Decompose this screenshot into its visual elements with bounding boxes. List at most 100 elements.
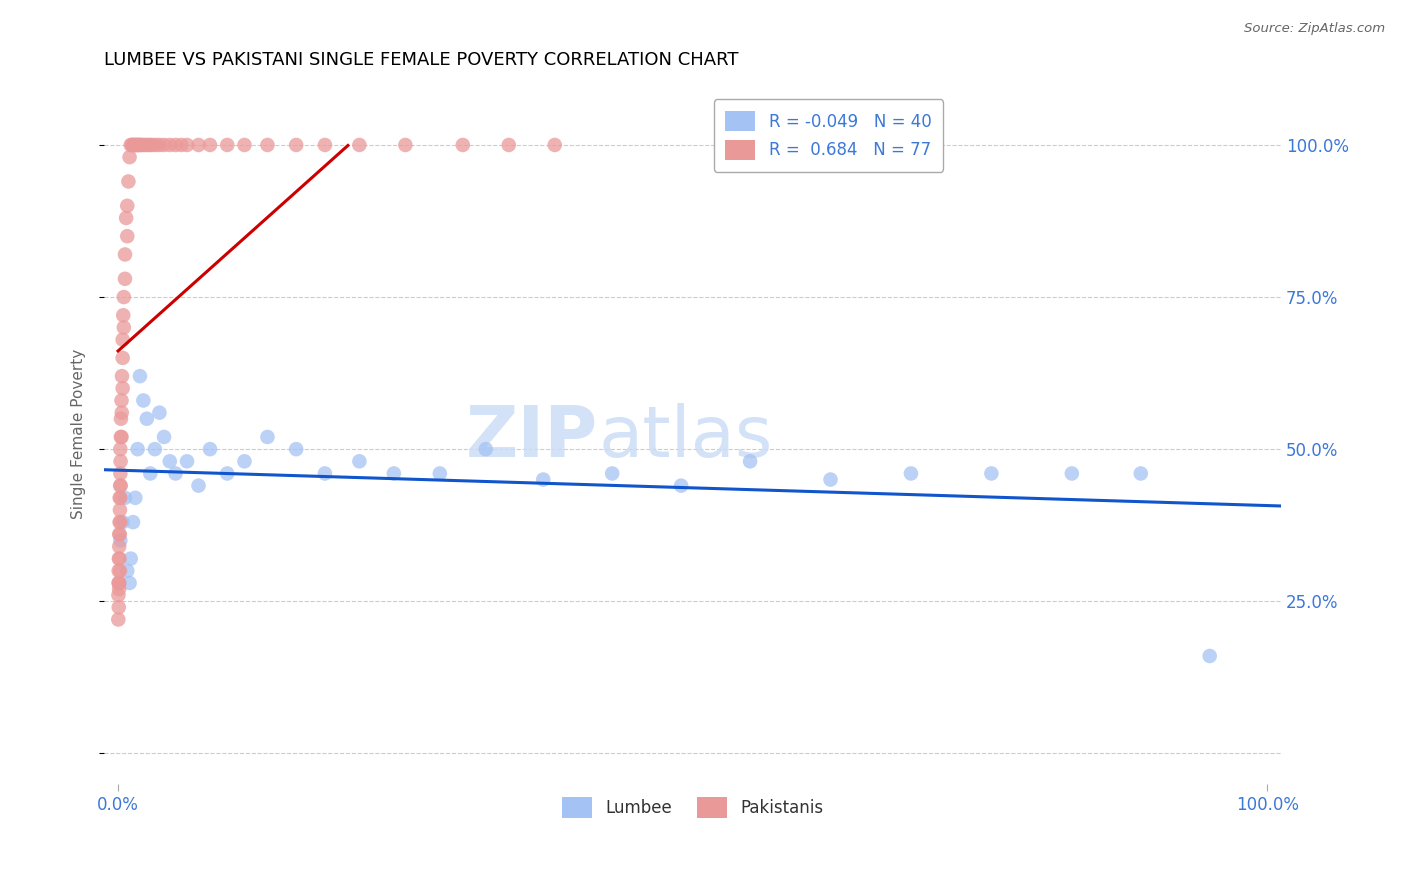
Point <box>233 454 256 468</box>
Point <box>159 454 181 468</box>
Point <box>382 467 405 481</box>
Point <box>110 442 132 457</box>
Point <box>108 515 131 529</box>
Point <box>129 369 152 384</box>
Point <box>127 138 149 153</box>
Point <box>143 442 166 457</box>
Point <box>129 138 152 153</box>
Point <box>1198 648 1220 663</box>
Point <box>498 138 520 153</box>
Point <box>111 333 134 347</box>
Point <box>117 174 139 188</box>
Point <box>112 290 135 304</box>
Point <box>108 491 131 505</box>
Point <box>124 491 146 505</box>
Point <box>285 138 308 153</box>
Point <box>108 540 131 554</box>
Point <box>110 467 132 481</box>
Point <box>117 564 139 578</box>
Point <box>120 551 142 566</box>
Point <box>110 491 132 505</box>
Point <box>738 454 761 468</box>
Point <box>451 138 474 153</box>
Point <box>159 138 181 153</box>
Point <box>233 138 256 153</box>
Point <box>129 138 152 153</box>
Point <box>980 467 1002 481</box>
Point <box>108 564 131 578</box>
Point <box>117 229 139 244</box>
Point <box>135 411 157 425</box>
Point <box>111 351 134 365</box>
Point <box>132 138 155 153</box>
Point <box>198 138 221 153</box>
Point <box>108 551 131 566</box>
Point <box>153 430 176 444</box>
Text: Source: ZipAtlas.com: Source: ZipAtlas.com <box>1244 22 1385 36</box>
Point <box>111 406 134 420</box>
Point <box>165 467 187 481</box>
Point <box>108 478 131 492</box>
Point <box>820 473 842 487</box>
Point <box>110 430 132 444</box>
Point <box>125 138 148 153</box>
Point <box>349 138 371 153</box>
Point <box>544 138 567 153</box>
Point <box>120 138 142 153</box>
Point <box>217 138 239 153</box>
Point <box>108 576 131 591</box>
Point <box>128 138 150 153</box>
Point <box>107 600 129 615</box>
Point <box>314 138 336 153</box>
Point <box>165 138 187 153</box>
Point <box>148 138 170 153</box>
Point <box>108 503 131 517</box>
Text: LUMBEE VS PAKISTANI SINGLE FEMALE POVERTY CORRELATION CHART: LUMBEE VS PAKISTANI SINGLE FEMALE POVERT… <box>104 51 738 69</box>
Point <box>108 527 131 541</box>
Point <box>124 138 146 153</box>
Legend: Lumbee, Pakistanis: Lumbee, Pakistanis <box>555 790 830 824</box>
Point <box>121 138 143 153</box>
Point <box>122 138 145 153</box>
Point <box>110 393 132 408</box>
Point <box>108 551 131 566</box>
Point <box>132 393 155 408</box>
Point <box>187 138 209 153</box>
Point <box>107 588 129 602</box>
Point <box>108 582 131 596</box>
Point <box>600 467 623 481</box>
Point <box>122 138 145 153</box>
Point <box>139 467 162 481</box>
Point <box>107 612 129 626</box>
Point <box>111 369 134 384</box>
Point <box>349 454 371 468</box>
Point <box>112 320 135 334</box>
Point <box>394 138 416 153</box>
Point <box>285 442 308 457</box>
Point <box>256 138 278 153</box>
Point <box>1060 467 1083 481</box>
Point <box>108 527 131 541</box>
Point <box>111 381 134 395</box>
Point <box>136 138 159 153</box>
Text: ZIP: ZIP <box>467 403 599 472</box>
Text: atlas: atlas <box>599 403 773 472</box>
Point <box>145 138 167 153</box>
Point <box>114 491 136 505</box>
Point <box>669 478 692 492</box>
Point <box>110 411 132 425</box>
Point <box>110 533 132 548</box>
Point <box>114 272 136 286</box>
Point <box>187 478 209 492</box>
Point <box>110 515 132 529</box>
Point <box>153 138 176 153</box>
Point <box>111 515 134 529</box>
Point <box>900 467 922 481</box>
Point <box>118 150 141 164</box>
Point <box>110 478 132 492</box>
Point <box>127 442 149 457</box>
Point <box>110 454 132 468</box>
Point <box>176 138 198 153</box>
Point <box>531 473 554 487</box>
Point <box>217 467 239 481</box>
